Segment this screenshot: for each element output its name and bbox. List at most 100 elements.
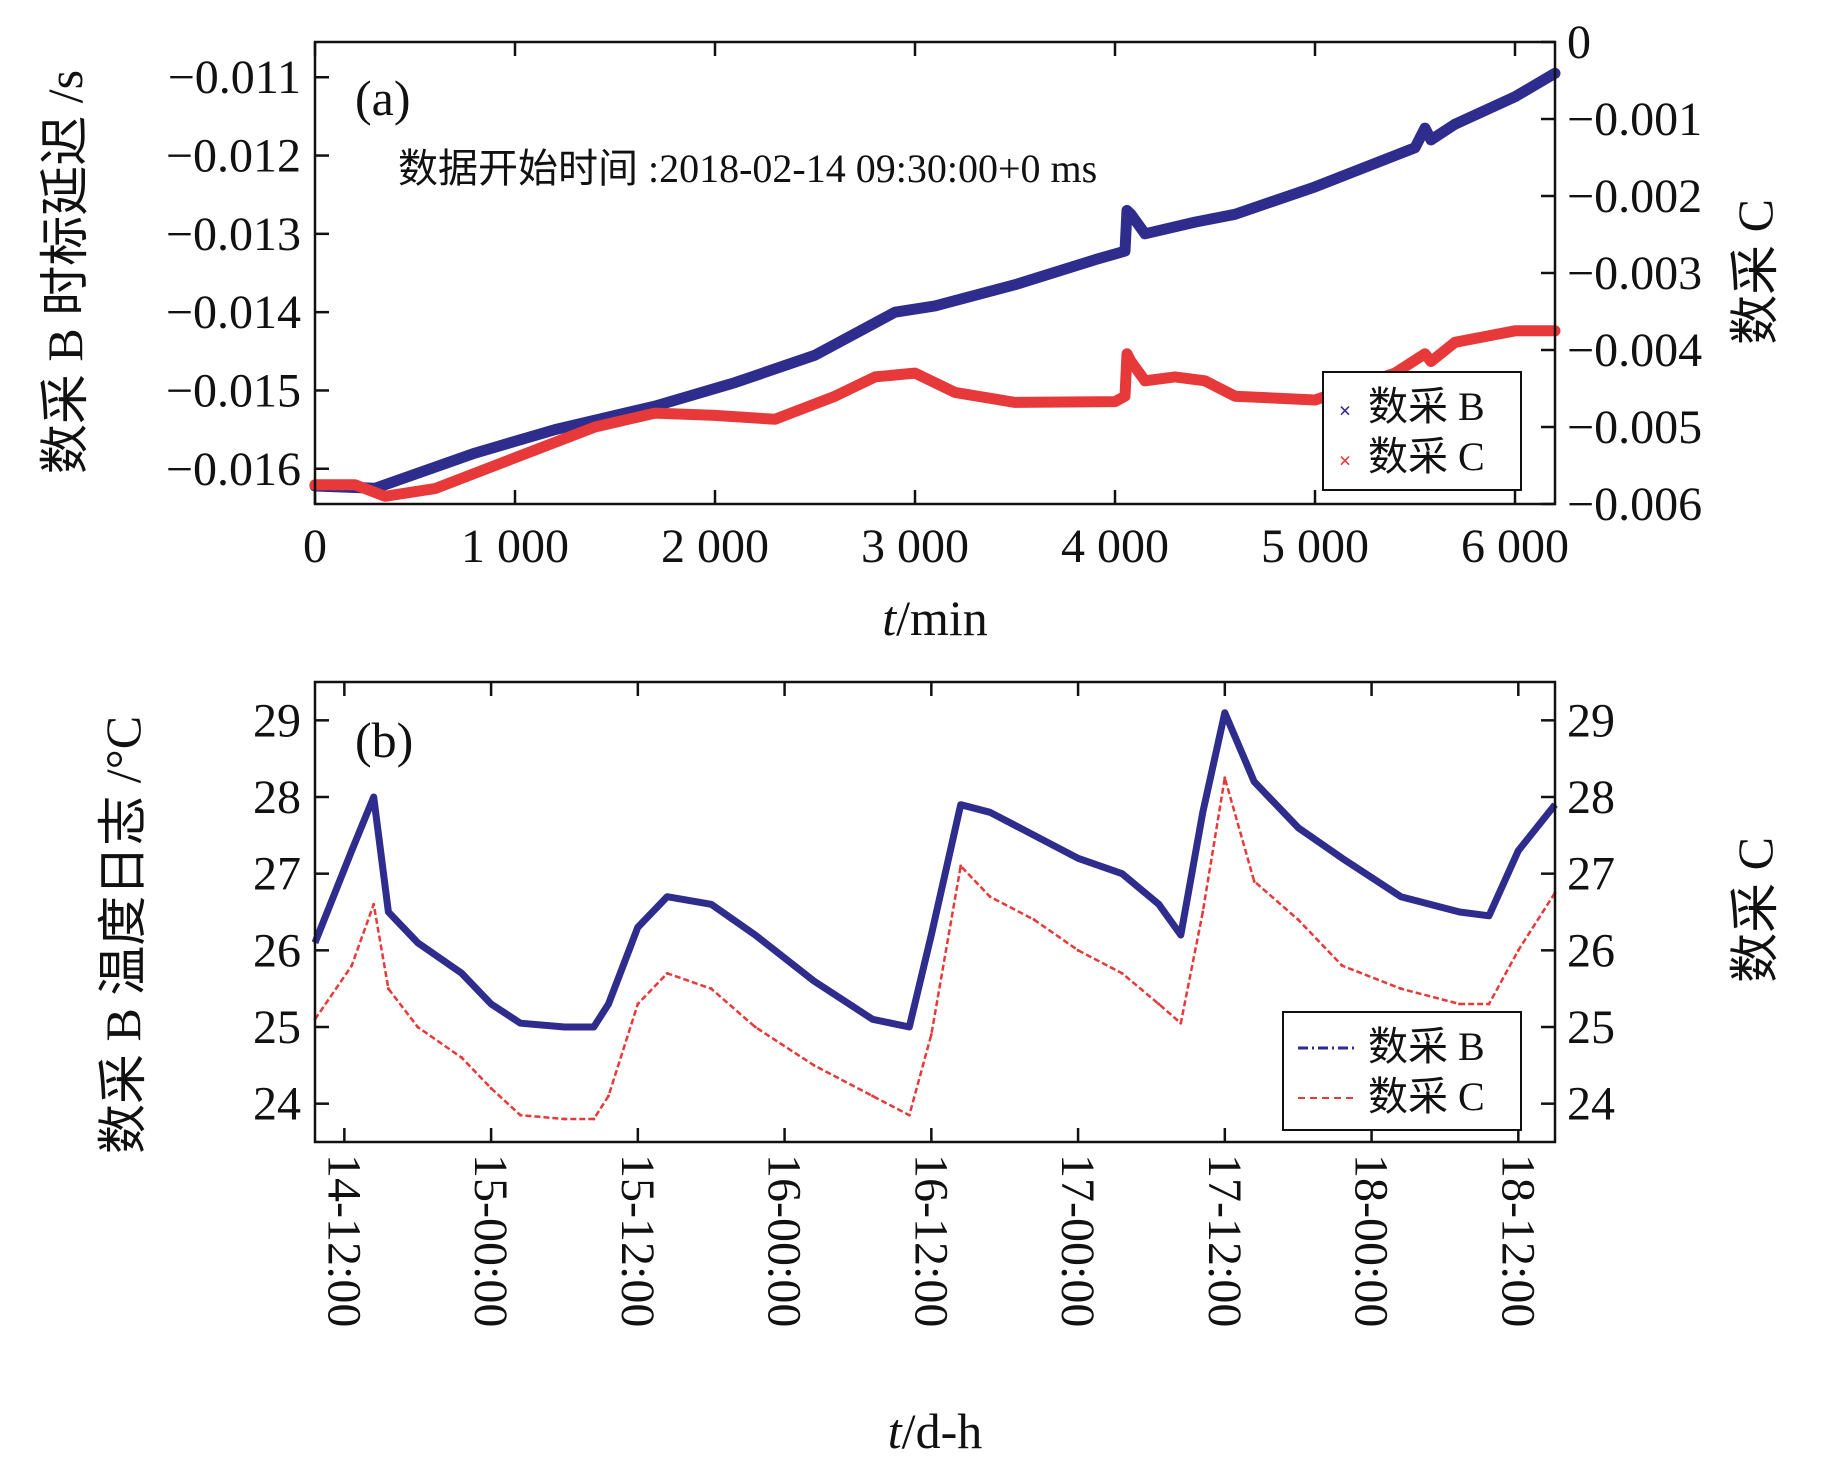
panel-b-series-b-point (460, 971, 464, 975)
panel-a-x-axis-symbol: t (882, 590, 897, 646)
panel-a-series-b-point: × (1125, 204, 1136, 226)
panel-a-series-b-point: × (809, 345, 820, 367)
panel-b-plot-area (311, 709, 1558, 1121)
panel-b-series-b-point (1120, 872, 1124, 876)
panel-b-label: (b) (355, 712, 413, 768)
panel-a-series-b-point: × (1449, 114, 1460, 136)
panel-a-series-b-point: × (1089, 250, 1100, 272)
panel-a-series-c-point: × (1309, 390, 1320, 412)
panel-a-y-ticks: −0.011 −0.012 −0.013 −0.014 −0.015 −0.016 (166, 51, 329, 496)
panel-a-series-b-point: × (1509, 87, 1520, 109)
panel-a-series-c-point: × (349, 475, 360, 497)
panel-b-y2-tick-label: 26 (1567, 924, 1615, 977)
panel-a-y2-tick-label: −0.001 (1567, 93, 1702, 146)
panel-b-series-c-point (592, 1117, 596, 1121)
panel-a-series-b-point: × (1009, 275, 1020, 297)
panel-a-annotation: 数据开始时间 :2018-02-14 09:30:00+0 ms (398, 146, 1097, 191)
panel-a-legend-label-c: 数采 C (1368, 434, 1485, 479)
panel-b-series-b-point (988, 810, 992, 814)
panel-a-legend-box (1322, 371, 1522, 491)
panel-a-series-c-point: × (1425, 352, 1436, 374)
panel-a-legend-label-b: 数采 B (1368, 384, 1485, 429)
panel-b-series-c-point (1120, 971, 1124, 975)
panel-a-series-c-point: × (949, 382, 960, 404)
panel-a-y2-tick-label: 0 (1567, 16, 1591, 69)
panel-a-series-b-point: × (549, 420, 560, 442)
panel-b-y2-axis-label: 数采 C (1727, 837, 1783, 983)
panel-b-legend-box (1282, 1011, 1522, 1131)
panel-a-plot-area: × ××××××× ××× ××××× ××××××××× ×× ×××× × ××× ×× × ××… (309, 63, 1560, 508)
panel-a-series-b-point: × (1229, 204, 1240, 226)
panel-b-y2-tick-label: 25 (1567, 1001, 1615, 1054)
panel-a-x-axis-label: t/min (882, 590, 988, 646)
panel-b-series-b-point (416, 941, 420, 945)
panel-a-y2-tick-label: −0.002 (1567, 170, 1702, 223)
panel-b-series-b-point (1179, 933, 1183, 937)
panel-b-series-b-point (1223, 711, 1227, 715)
panel-b: 14-12:00 15-00:00 15-12:00 16-00:00 16-12:00… (95, 680, 1783, 1459)
panel-a-series-c-point: × (1121, 344, 1132, 366)
panel-b-series-b-point (1296, 826, 1300, 830)
panel-b-series-b-point (636, 925, 640, 929)
panel-b-y-tick-label: 24 (253, 1078, 301, 1131)
panel-a-series-b-point: × (929, 296, 940, 318)
panel-b-legend-label-b: 数采 B (1368, 1024, 1485, 1069)
panel-b-y2-tick-label: 24 (1567, 1078, 1615, 1131)
panel-a-series-b-point: × (1121, 200, 1132, 222)
panel-a-series-c-line (309, 325, 1561, 502)
panel-a-y-tick-label: −0.013 (166, 208, 301, 261)
panel-b-y-axis-label: 数采 B 温度日志 /°C (95, 716, 151, 1154)
panel-b-series-c-point (812, 1063, 816, 1067)
panel-b-series-c-point (489, 1086, 493, 1090)
panel-a-series-c-point: × (1509, 321, 1520, 343)
panel-b-x-tick-label: 18-12:00 (1491, 1154, 1544, 1327)
panel-b-series-c-point (1223, 776, 1227, 780)
panel-b-series-b-point (959, 803, 963, 807)
panel-a-x-axis-unit: /min (896, 590, 988, 646)
panel-b-series-b-point (709, 902, 713, 906)
panel-a-y-tick-label: −0.011 (168, 51, 301, 104)
panel-a-x-tick-label: 5 000 (1261, 520, 1369, 573)
panel-b-series-c-point (1399, 987, 1403, 991)
panel-b-legend: 数采 B 数采 C (1282, 1011, 1522, 1131)
panel-b-series-b-point (386, 910, 390, 914)
panel-b-x-axis-label: t/d-h (888, 1403, 982, 1459)
panel-b-series-c-point (1296, 918, 1300, 922)
panel-a-y-tick-label: −0.012 (166, 130, 301, 183)
panel-a-series-c-point: × (1139, 371, 1150, 393)
panel-b-series-c-point (1157, 1002, 1161, 1006)
panel-b-series-c-point (636, 1002, 640, 1006)
panel-b-series-b-point (1201, 810, 1205, 814)
panel-b-series-b-point (592, 1025, 596, 1029)
panel-b-series-c-point (562, 1117, 566, 1121)
panel-a-series-b-point: × (1309, 177, 1320, 199)
panel-a-series-c-point: × (649, 403, 660, 425)
panel-b-x-tick-label: 18-00:00 (1345, 1154, 1398, 1327)
panel-b-series-c-point (1516, 948, 1520, 952)
panel-a-y2-tick-label: −0.005 (1567, 401, 1702, 454)
panel-a-series-c-point: × (909, 363, 920, 385)
panel-b-series-b-point (1487, 914, 1491, 918)
panel-b-y-tick-label: 28 (253, 771, 301, 824)
panel-a-series-c-point: × (1449, 332, 1460, 354)
panel-b-x-axis-unit: /d-h (902, 1403, 983, 1459)
panel-b-y2-tick-label: 27 (1567, 848, 1615, 901)
panel-a-series-c-point: × (709, 405, 720, 427)
panel-b-series-b-point (489, 1002, 493, 1006)
panel-a-y2-tick-label: −0.006 (1567, 478, 1702, 531)
panel-a-series-c-point: × (1169, 367, 1180, 389)
panel-a: × ××××××× ××× ××××× ××××××××× ×× ×××× × ××× ×× × ××… (37, 16, 1783, 646)
panel-a-series-c-point: × (509, 448, 520, 470)
panel-b-series-c-point (753, 1025, 757, 1029)
panel-b-series-b-point (812, 979, 816, 983)
panel-b-series-c-point (665, 971, 669, 975)
panel-b-x-tick-label: 16-12:00 (904, 1154, 957, 1327)
panel-b-series-b-point (665, 895, 669, 899)
panel-a-legend-marker-b: × (1339, 398, 1352, 423)
panel-a-legend-marker-c: × (1339, 448, 1352, 473)
panel-b-series-b-point (907, 1025, 911, 1029)
panel-a-legend: × 数采 B × 数采 C (1322, 371, 1522, 491)
panel-b-y2-tick-label: 28 (1567, 771, 1615, 824)
